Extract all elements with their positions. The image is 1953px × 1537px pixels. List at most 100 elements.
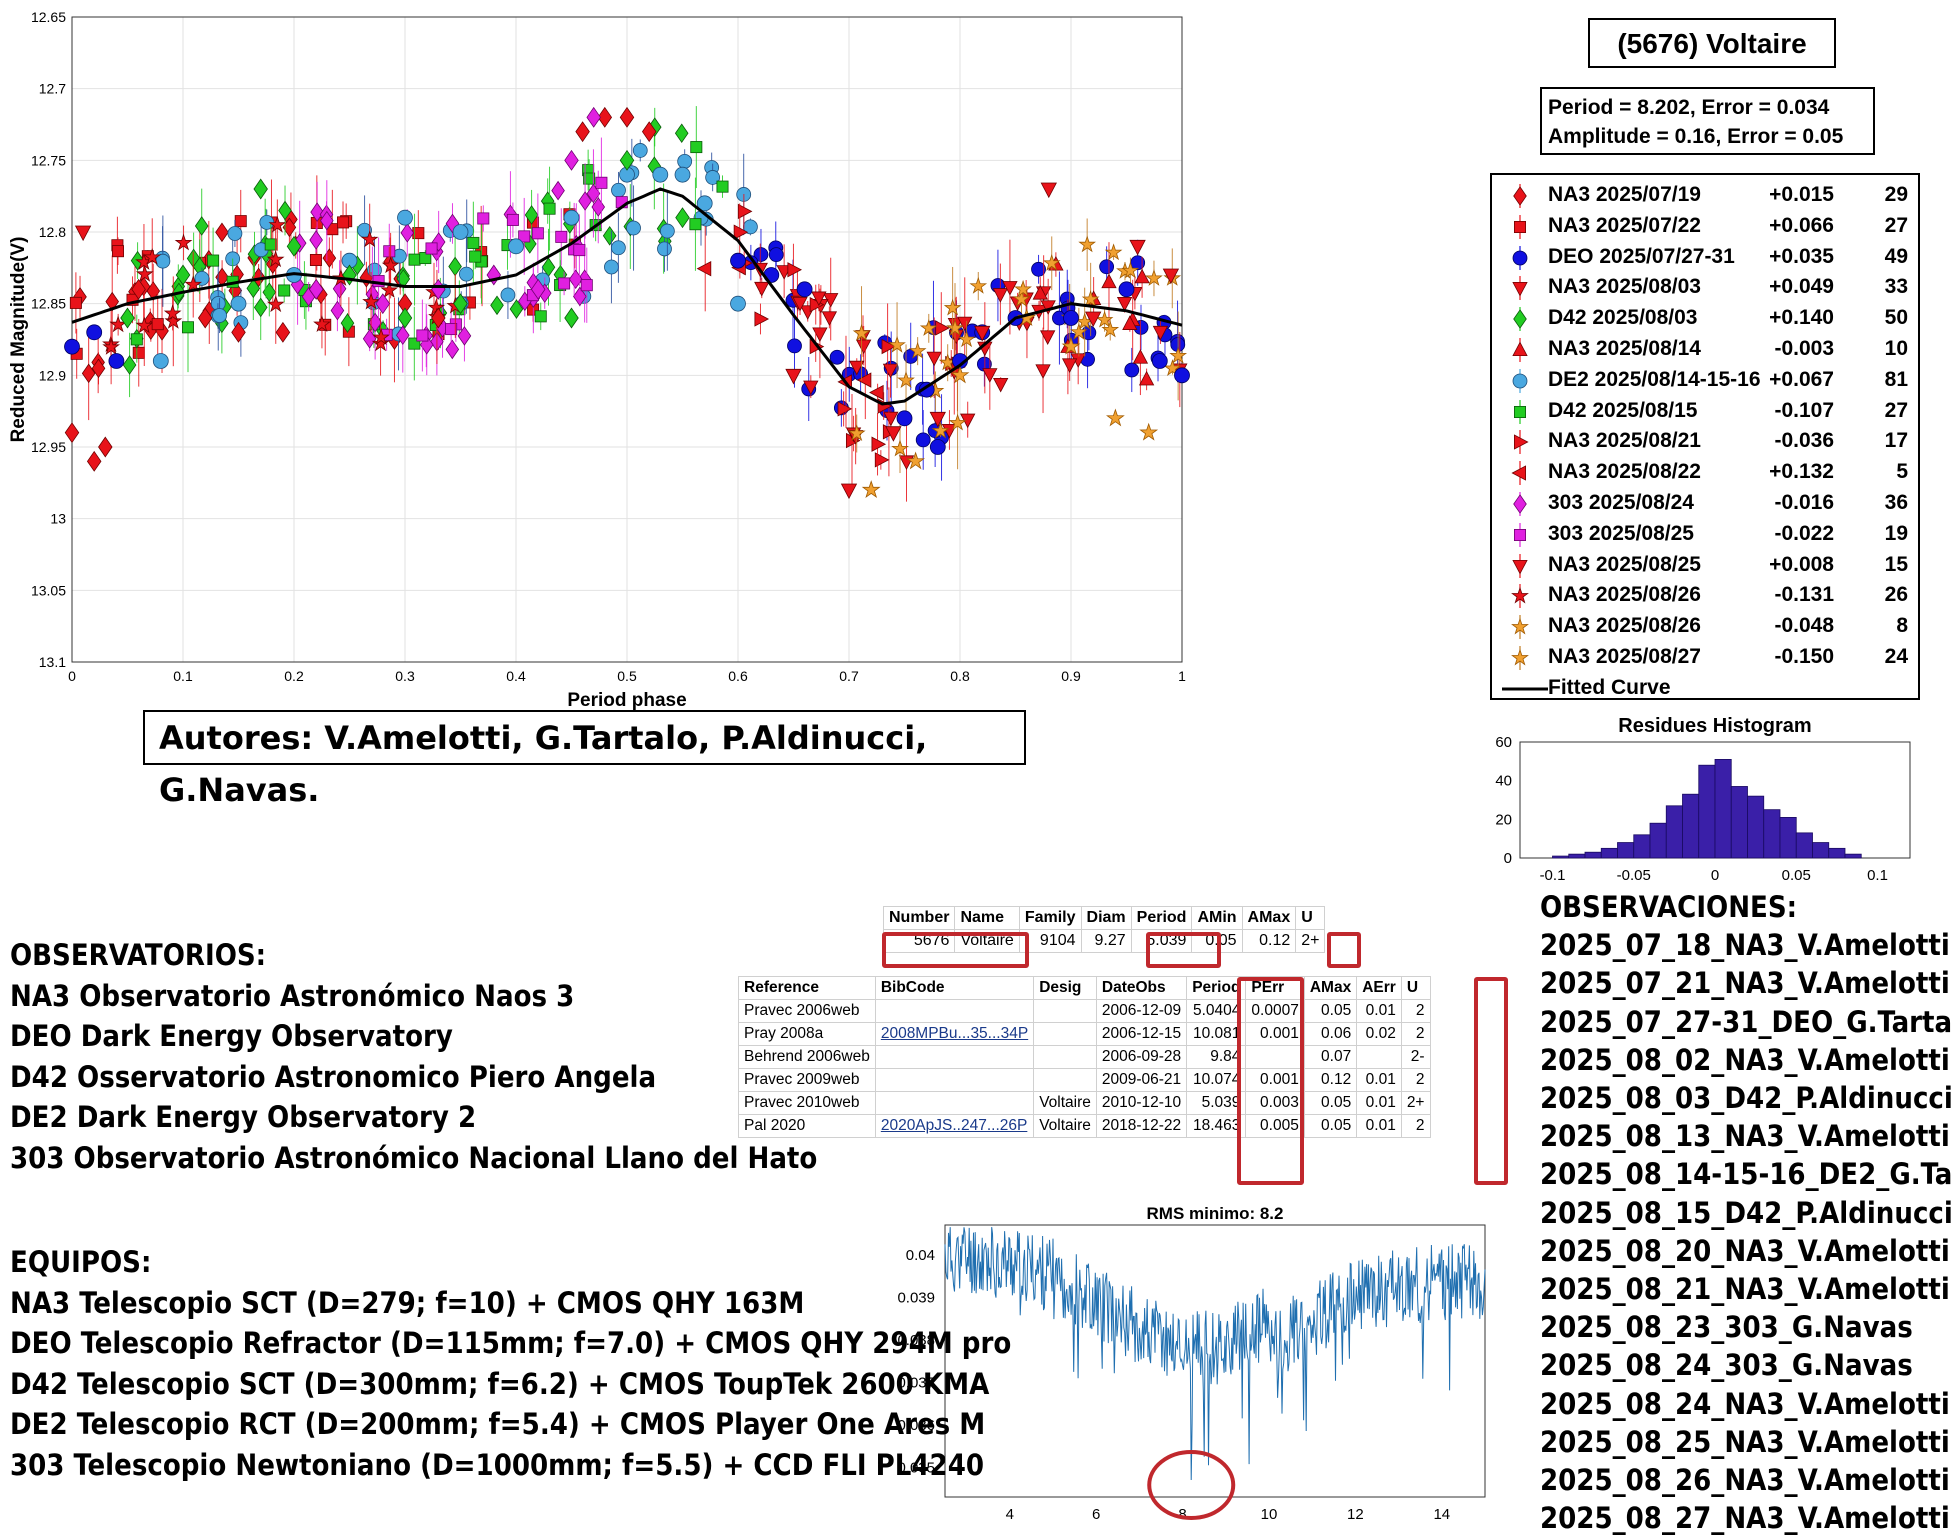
rms-x-tick: 8 — [1178, 1506, 1186, 1523]
data-point — [1124, 362, 1140, 378]
legend-count: 15 — [1884, 552, 1908, 576]
data-point — [1031, 261, 1046, 277]
series-point — [586, 106, 601, 128]
table2-cell: 0.01 — [1356, 999, 1402, 1023]
legend-marker-icon — [1513, 522, 1526, 547]
legend-count: 81 — [1884, 367, 1908, 391]
data-point — [888, 335, 906, 353]
observations-list: OBSERVACIONES: 2025_07_18_NA3_V.Amelotti 2… — [1540, 888, 1953, 1537]
table1-header: Family — [1018, 906, 1082, 930]
data-point — [1163, 359, 1182, 377]
fitted-curve — [71, 187, 1183, 406]
legend-label: NA3 2025/08/21 — [1548, 429, 1701, 453]
legend-marker — [1511, 648, 1529, 666]
legend-count: 10 — [1884, 337, 1908, 360]
data-point — [583, 172, 596, 185]
hist-x-tick: -0.1 — [1540, 867, 1566, 884]
series-point — [64, 422, 80, 444]
series-point — [1129, 239, 1146, 256]
legend-label: NA3 2025/07/19 — [1548, 183, 1701, 206]
data-point — [856, 339, 872, 355]
data-point — [993, 377, 1009, 393]
data-point — [253, 297, 268, 318]
lcdb-details-table: Reference BibCode Desig DateObs Period PErr AM… — [738, 976, 1431, 1138]
data-point — [181, 321, 194, 334]
legend-entry: NA3 2025/08/22 +0.132 5 — [1492, 458, 1918, 488]
legend-marker — [1513, 528, 1526, 541]
data-point — [457, 326, 472, 346]
data-point — [1101, 273, 1117, 289]
legend-entry: NA3 2025/07/22 +0.066 27 — [1492, 212, 1918, 242]
table1-header: Name — [954, 906, 1020, 930]
data-point — [874, 452, 890, 468]
table2-cell: Behrend 2006web — [738, 1045, 876, 1069]
data-point — [869, 384, 884, 401]
series-point — [730, 295, 746, 312]
y-tick-label: 12.85 — [31, 296, 66, 312]
hist-x-tick: 0.05 — [1782, 867, 1811, 884]
amplitude-stat: Amplitude = 0.16, Error = 0.05 — [1548, 125, 1844, 148]
data-point — [268, 215, 287, 233]
data-point — [948, 413, 967, 431]
legend-marker — [1512, 282, 1528, 297]
table2-cell: 0.05 — [1303, 999, 1358, 1023]
legend-marker — [1513, 309, 1527, 329]
data-point — [573, 286, 587, 307]
series-point — [108, 353, 125, 369]
data-point — [591, 197, 606, 217]
legend-marker-icon — [1513, 214, 1526, 239]
table2-cell: 2006-12-09 — [1095, 999, 1188, 1023]
observation-item: 2025_08_13_NA3_V.Amelotti — [1540, 1119, 1950, 1154]
series-point — [974, 325, 991, 342]
data-point — [445, 339, 460, 360]
data-point — [849, 360, 865, 376]
series-point — [1085, 311, 1102, 328]
data-point — [309, 253, 322, 266]
legend-label: NA3 2025/08/03 — [1548, 275, 1701, 299]
observatories-list: OBSERVATORIOS: NA3 Observatorio Astronómi… — [10, 935, 817, 1178]
data-point — [811, 291, 827, 307]
data-point — [111, 245, 124, 258]
series-point — [929, 411, 946, 428]
observation-item: 2025_08_03_D42_P.Aldinucci — [1540, 1081, 1953, 1116]
hist-y-tick: 60 — [1495, 734, 1512, 751]
rms-x-tick: 10 — [1261, 1506, 1278, 1523]
data-point — [632, 143, 648, 158]
data-point — [309, 230, 323, 250]
table2-cell: Pravec 2010web — [738, 1091, 876, 1115]
data-point — [102, 338, 121, 355]
data-point — [610, 240, 626, 256]
data-point — [882, 363, 899, 379]
table2-cell — [874, 999, 1035, 1023]
series-point — [120, 307, 135, 329]
table2-header: U — [1400, 976, 1431, 1000]
table2-cell: 2006-09-28 — [1095, 1045, 1188, 1069]
data-point — [164, 312, 183, 329]
data-point — [130, 333, 143, 346]
legend-count: 49 — [1884, 244, 1908, 268]
x-tick-label: 0 — [68, 668, 76, 684]
equipment-item: DE2 Telescopio RCT (D=200mm; f=5.4) + CM… — [10, 1407, 986, 1441]
x-tick-label: 0.5 — [617, 668, 637, 684]
legend-marker-icon — [1513, 492, 1527, 516]
data-point — [580, 279, 593, 292]
series-point — [1063, 310, 1079, 326]
legend-count: 19 — [1884, 521, 1908, 545]
series-point — [530, 278, 546, 300]
table2-cell: 2009-06-21 — [1095, 1068, 1188, 1092]
series-point — [431, 307, 446, 329]
series-point — [308, 278, 324, 300]
data-point — [278, 200, 292, 221]
table1-header: Number — [882, 906, 956, 930]
highlight-period-summary — [1146, 932, 1221, 968]
table2-cell: 0.06 — [1303, 1022, 1358, 1046]
data-point — [1121, 261, 1140, 279]
data-points — [64, 106, 1190, 502]
observation-item: 2025_07_18_NA3_V.Amelotti — [1540, 928, 1950, 963]
histogram-title: Residues Histogram — [1618, 715, 1811, 737]
equipos-heading: EQUIPOS: — [10, 1245, 152, 1279]
bibcode-link[interactable]: 2020ApJS..247...26P — [874, 1114, 1035, 1138]
data-point — [919, 319, 938, 336]
y-tick-label: 12.65 — [31, 9, 66, 25]
data-point — [1061, 358, 1078, 373]
